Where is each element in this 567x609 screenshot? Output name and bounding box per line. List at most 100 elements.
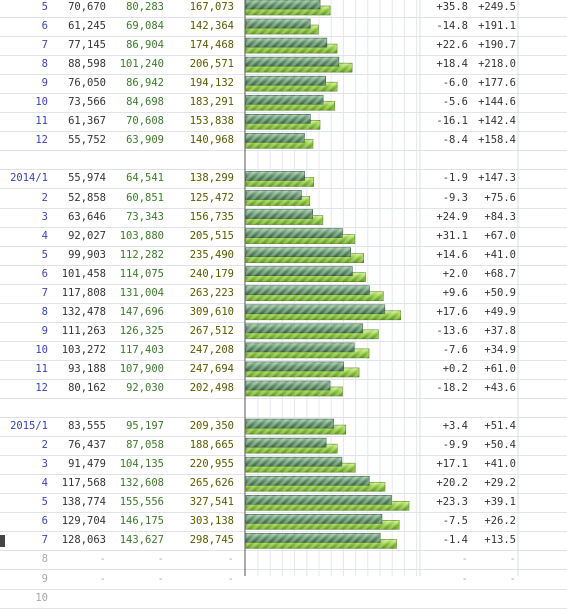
value-a-cell: 76,050 [68,77,106,90]
value-c-cell: 235,490 [189,248,234,261]
change-mom-cell: -1.9 [442,172,468,185]
change-mom-cell: -1.4 [442,534,468,547]
value-a-cell: 88,598 [68,58,106,71]
value-b-cell: 107,900 [119,362,164,375]
month-cell: 7 [41,39,48,52]
value-b-cell: 114,075 [119,267,164,280]
change-yoy-cell: +51.4 [484,420,516,433]
value-a-cell: 128,063 [61,534,106,547]
change-yoy-cell: +50.4 [484,439,516,452]
bar-area [245,0,410,549]
change-mom-cell: -9.3 [442,191,468,204]
bar-series-b-texture [246,63,353,73]
value-c-cell: 298,745 [189,534,234,547]
value-a-cell: 80,162 [68,382,106,394]
table-row: 10 73,566 84,698 183,291 -5.6 +144.6 [0,93,567,114]
change-yoy-cell: +26.2 [484,515,516,528]
month-cell: 2 [41,191,48,204]
change-yoy-cell: +147.3 [478,172,516,185]
month-cell: 2 [41,439,48,452]
bar-series-a-texture [246,438,327,448]
value-a-cell: 52,858 [68,191,106,204]
change-mom-cell: +9.6 [442,286,468,299]
bar-series-b-texture [246,196,310,206]
value-b-cell: 104,135 [119,458,164,471]
bar-series-b-texture [246,348,370,358]
table-row: 5 70,670 80,283 167,073 +35.8 +249.5 [0,0,567,18]
bar-series-b-texture [246,6,331,15]
value-c-cell: 209,350 [189,420,234,433]
value-c-cell: 220,955 [189,458,234,471]
value-b-cell: 63,909 [126,134,164,147]
change-mom-cell: -13.6 [436,324,468,337]
month-cell: 8 [41,553,48,566]
month-cell: 4 [41,229,48,242]
value-c-cell: 140,968 [189,134,234,147]
table-row: 6 101,458 114,075 240,179 +2.0 +68.7 [0,265,567,285]
bar-series-a-texture [246,228,343,238]
change-yoy-cell: +142.4 [478,115,516,128]
change-yoy-cell: +84.3 [484,210,516,223]
change-yoy-cell: +177.6 [478,77,516,90]
month-cell: 3 [41,458,48,471]
value-c-cell: 309,610 [189,305,234,318]
month-cell: 10 [35,591,48,604]
value-c-cell: 174,468 [189,39,234,52]
month-cell: 10 [35,96,48,109]
value-b-cell: 86,942 [126,77,164,90]
value-a-cell: 111,263 [61,324,106,337]
change-mom-cell: -6.0 [442,77,468,90]
table-row: 2 76,437 87,058 188,665 -9.9 +50.4 [0,436,567,457]
change-yoy-cell: +158.4 [478,134,516,147]
value-b-cell: 70,608 [126,115,164,128]
change-yoy-cell: +13.5 [484,534,516,547]
table-row: 9 76,050 86,942 194,132 -6.0 +177.6 [0,74,567,95]
value-b-cell: 132,608 [119,477,164,490]
value-c-cell: 188,665 [189,439,234,452]
change-mom-cell: +2.0 [442,267,468,280]
month-cell: 2014/1 [10,172,48,185]
month-cell: 11 [35,115,48,128]
change-yoy-cell: +75.6 [484,191,516,204]
change-yoy-cell: +190.7 [478,39,516,52]
value-c-cell: 194,132 [189,77,234,90]
value-a-cell: 91,479 [68,458,106,471]
value-b-cell: 143,627 [119,534,164,547]
bar-series-b-texture [246,425,346,435]
month-cell: 6 [41,515,48,528]
value-c-cell: 327,541 [189,496,234,509]
value-c-cell: 247,208 [189,343,234,356]
value-a-cell: 117,568 [61,477,106,490]
bar-series-a-texture [246,95,324,105]
month-cell: 7 [41,286,48,299]
change-mom-cell: -7.6 [442,343,468,356]
change-yoy-cell: +191.1 [478,20,516,33]
month-cell: 8 [41,58,48,71]
table-row: 10 [0,589,567,609]
table-row: 2015/1 83,555 95,197 209,350 +3.4 +51.4 [0,417,567,438]
value-b-cell: 69,084 [126,20,164,33]
table-row: 12 80,162 92,030 202,498 -18.2 +43.6 [0,379,567,399]
change-mom-cell: -9.9 [442,439,468,452]
bar-series-a-texture [246,76,326,86]
table-row: 11 61,367 70,608 153,838 -16.1 +142.4 [0,112,567,133]
bar-series-a-texture [246,342,355,352]
change-yoy-cell: +49.9 [484,305,516,318]
month-cell: 5 [41,248,48,261]
bar-series-b-texture [246,234,355,244]
value-b-cell: 147,696 [119,305,164,318]
bar-series-b-texture [246,367,360,377]
value-c-cell: 205,515 [189,229,234,242]
value-b-cell: 86,904 [126,39,164,52]
value-c-cell: 156,735 [189,210,234,223]
change-yoy-cell: +37.8 [484,324,516,337]
value-b-cell: 131,004 [119,286,164,299]
change-yoy-cell: +39.1 [484,496,516,509]
bar-series-a-texture [246,57,339,67]
change-mom-cell: +22.6 [436,39,468,52]
value-c-cell: 263,223 [189,286,234,299]
table-row: 9 111,263 126,325 267,512 -13.6 +37.8 [0,322,567,342]
value-a-cell: 83,555 [68,420,106,433]
value-a-cell: 73,566 [68,96,106,109]
change-mom-cell: -5.6 [442,96,468,109]
